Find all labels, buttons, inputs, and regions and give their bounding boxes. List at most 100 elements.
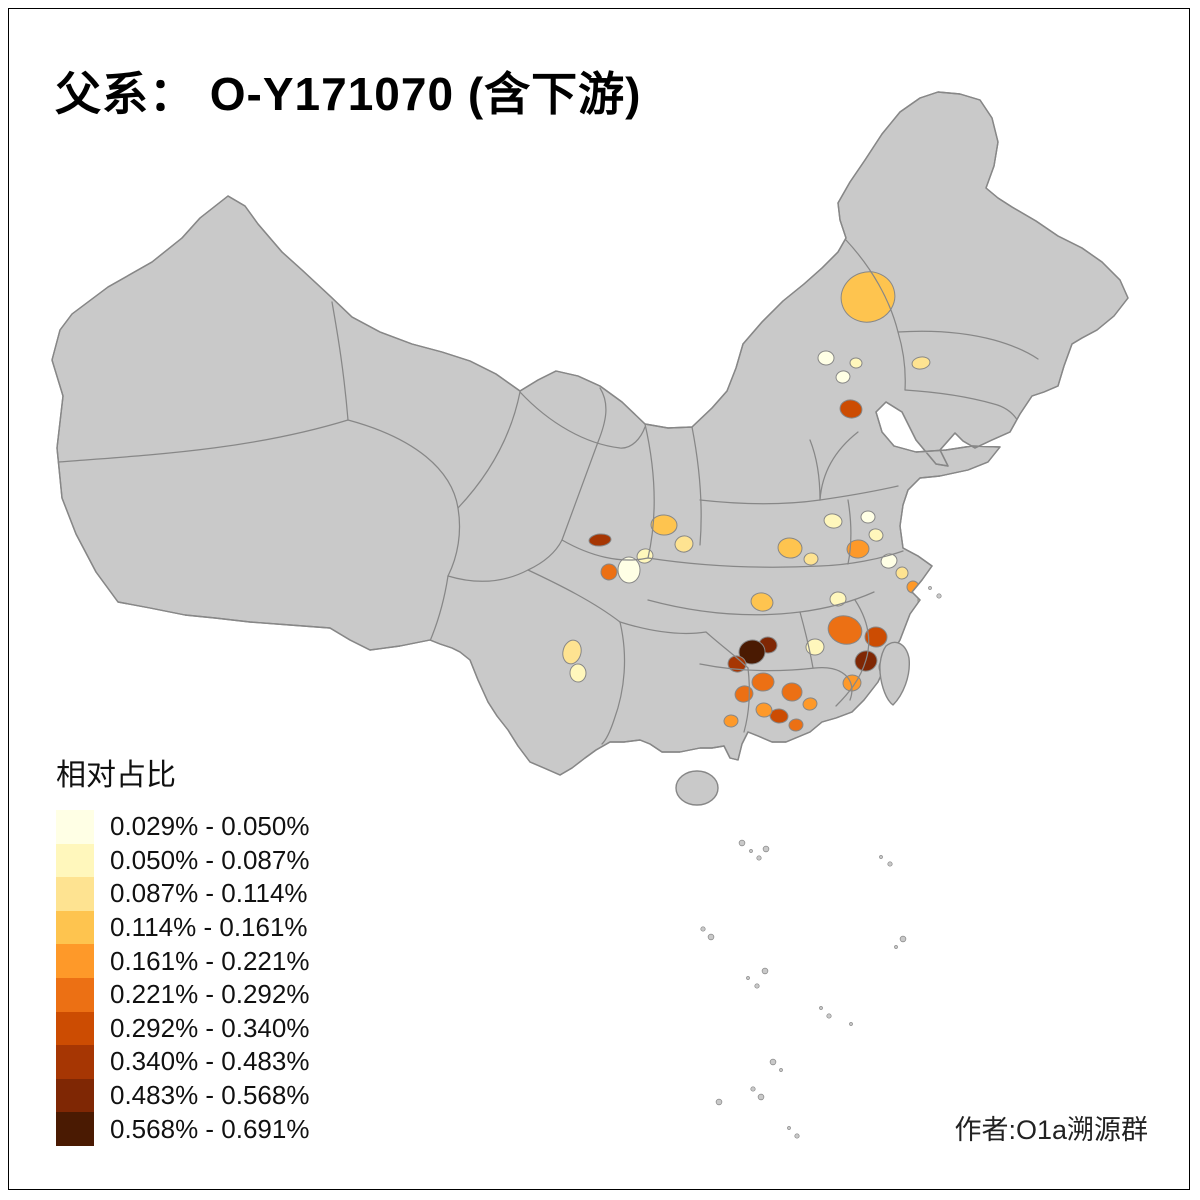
legend-rows: 0.029% - 0.050% 0.050% - 0.087% 0.087% - 0… <box>56 810 309 1146</box>
prefecture-patch <box>777 537 803 559</box>
prefecture-patch <box>617 556 641 584</box>
prefecture-patch <box>846 539 870 559</box>
legend-row: 0.029% - 0.050% <box>56 810 309 844</box>
legend-row: 0.050% - 0.087% <box>56 843 310 878</box>
prefecture-patch <box>734 685 754 703</box>
legend-row: 0.483% - 0.568% <box>56 1078 310 1113</box>
island-mark <box>826 1013 832 1019</box>
prefecture-patch <box>755 702 773 718</box>
legend-swatch <box>56 810 94 844</box>
prefecture-patch <box>840 271 896 323</box>
prefecture-patch <box>802 697 818 711</box>
prefecture-patch <box>723 714 739 728</box>
island-mark <box>754 983 760 989</box>
prefecture-patches <box>562 271 931 732</box>
legend-title: 相对占比 <box>56 759 176 792</box>
prefecture-patch <box>842 674 862 692</box>
island-mark <box>849 1022 853 1026</box>
legend: 相对占比 0.029% - 0.050% 0.050% - 0.087% 0.087… <box>56 750 309 1146</box>
prefecture-patch <box>569 663 587 683</box>
prefecture-patch <box>835 370 851 384</box>
legend-row: 0.161% - 0.221% <box>56 944 309 978</box>
legend-row: 0.340% - 0.483% <box>56 1045 309 1079</box>
island-mark <box>757 1093 765 1101</box>
taiwan-shape <box>879 641 910 706</box>
legend-swatch <box>56 1078 94 1113</box>
legend-row: 0.087% - 0.114% <box>56 877 309 911</box>
island-mark <box>879 855 883 859</box>
legend-swatch <box>56 944 94 978</box>
island-mark <box>756 855 762 861</box>
island-mark <box>715 1098 723 1106</box>
prefecture-patch <box>803 552 819 566</box>
prefecture-patch <box>600 563 618 581</box>
legend-label: 0.221% - 0.292% <box>110 979 310 1010</box>
prefecture-patch <box>827 615 863 645</box>
island-mark <box>738 839 746 847</box>
island-mark <box>761 967 769 975</box>
prefecture-patch <box>588 533 612 547</box>
legend-swatch <box>56 843 94 878</box>
island-mark <box>762 845 770 853</box>
mainland-china-shape <box>51 91 1129 776</box>
prefecture-patch <box>839 399 863 419</box>
island-mark <box>787 1126 791 1130</box>
island-mark <box>928 586 932 590</box>
prefecture-patch <box>823 513 843 529</box>
island-mark <box>700 926 706 932</box>
legend-label: 0.087% - 0.114% <box>110 878 308 909</box>
legend-label: 0.029% - 0.050% <box>110 811 310 842</box>
island-mark <box>936 593 942 599</box>
island-mark <box>746 976 750 980</box>
legend-swatch <box>56 910 94 945</box>
legend-label: 0.161% - 0.221% <box>110 945 310 976</box>
south-china-sea-islands <box>700 586 942 1139</box>
legend-swatch <box>56 1011 94 1046</box>
prefecture-patch <box>895 566 909 580</box>
island-mark <box>750 1086 756 1092</box>
prefecture-patch <box>868 528 884 542</box>
island-mark <box>887 861 893 867</box>
legend-swatch <box>56 877 94 911</box>
attribution: 作者:O1a溯源群 <box>954 1115 1148 1145</box>
legend-row: 0.114% - 0.161% <box>56 910 309 945</box>
prefecture-patch <box>911 356 931 370</box>
prefecture-patch <box>562 639 582 665</box>
prefecture-patch <box>751 672 775 692</box>
prefecture-patch <box>781 682 803 702</box>
legend-label: 0.292% - 0.340% <box>110 1012 310 1043</box>
legend-swatch <box>56 1045 94 1079</box>
prefecture-patch <box>674 535 694 553</box>
map-title: 父系： O-Y171070 (含下游) <box>55 68 642 120</box>
island-mark <box>819 1006 823 1010</box>
island-mark <box>894 945 898 949</box>
prefecture-patch <box>650 514 678 536</box>
island-mark <box>779 1068 783 1072</box>
prefecture-patch <box>860 510 876 524</box>
prefecture-patch <box>849 357 863 369</box>
legend-label: 0.114% - 0.161% <box>110 912 308 943</box>
legend-swatch <box>56 1112 94 1146</box>
prefecture-patch <box>817 350 835 366</box>
legend-label: 0.568% - 0.691% <box>110 1113 310 1144</box>
legend-swatch <box>56 977 94 1012</box>
hainan-shape <box>675 770 719 806</box>
prefecture-patch <box>880 553 898 569</box>
prefecture-patch <box>805 638 825 656</box>
legend-row: 0.568% - 0.691% <box>56 1112 309 1146</box>
legend-label: 0.050% - 0.087% <box>110 844 310 875</box>
prefecture-patch <box>738 639 766 665</box>
province-borders <box>57 239 1039 745</box>
legend-row: 0.292% - 0.340% <box>56 1011 310 1046</box>
prefecture-patch <box>788 718 804 732</box>
island-mark <box>707 933 715 941</box>
island-mark <box>794 1133 800 1139</box>
island-mark <box>899 935 907 943</box>
legend-label: 0.340% - 0.483% <box>110 1046 310 1077</box>
island-mark <box>749 849 753 853</box>
prefecture-patch <box>829 591 847 607</box>
legend-label: 0.483% - 0.568% <box>110 1080 310 1111</box>
prefecture-patch <box>750 592 774 612</box>
island-mark <box>769 1058 777 1066</box>
